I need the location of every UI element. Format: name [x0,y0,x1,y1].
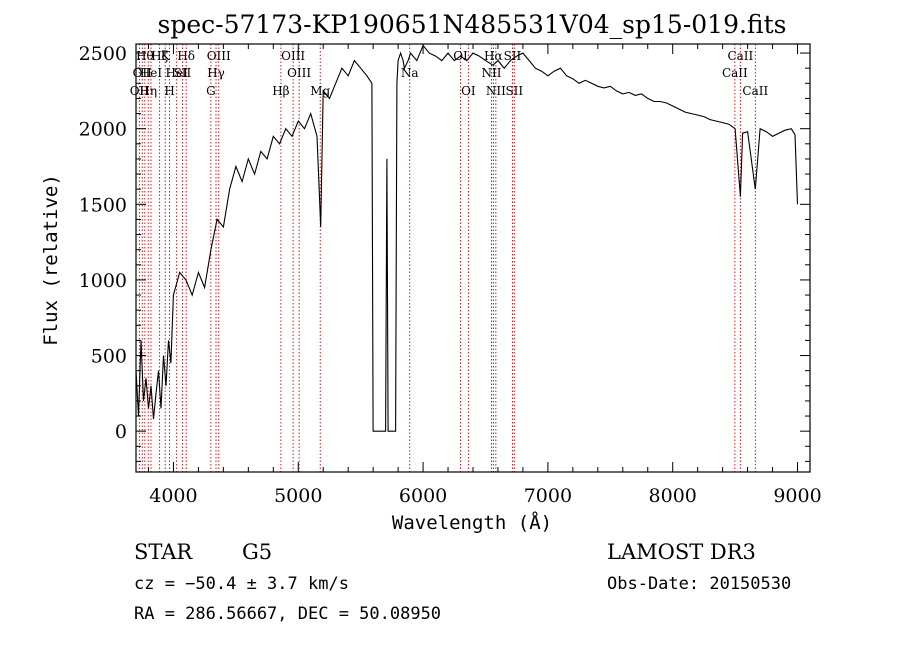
y-tick-label: 500 [91,346,127,368]
line-marker-label: OI [461,84,476,98]
line-marker-label: HeI [166,66,189,80]
emission-line-labels: OIIOIIHθHηHeIHζKHHeISIIHδGHγOIIIHβOIIIOI… [130,49,769,98]
plot-frame [135,43,811,473]
line-marker-label: Hβ [272,84,289,98]
line-marker-label: Hδ [177,49,195,63]
spectrum-line [135,44,799,432]
redshift-readout: cz = −50.4 ± 3.7 km/s [134,574,349,594]
x-tick-label: 9000 [773,485,821,507]
y-tick-label: 0 [115,421,127,443]
line-marker-label: OIII [287,66,311,80]
object-subclass: G5 [242,540,272,564]
emission-line-markers [138,44,756,472]
line-marker-label: CaII [727,49,753,63]
line-marker-label: OIII [281,49,305,63]
axis-ticks: 4000 5000 6000 7000 8000 9000 0 500 1000 1500 2000… [79,43,822,507]
line-marker-label: K [161,49,171,63]
x-tick-label: 4000 [149,485,197,507]
y-tick-label: 2500 [79,43,127,65]
object-class: STAR [134,540,193,564]
line-marker-label: SII [505,84,523,98]
line-marker-label: SII [174,66,192,80]
line-marker-label: Mg [310,84,330,98]
chart-title: spec-57173-KP190651N485531V04_sp15-019.f… [158,10,787,39]
line-marker-label: CaII [742,84,768,98]
line-marker-label: Hη [139,84,157,98]
line-marker-label: SII [504,49,522,63]
x-tick-label: 5000 [274,485,322,507]
line-marker-label: Hα [484,49,503,63]
y-tick-label: 1000 [79,270,127,292]
coordinates-readout: RA = 286.56667, DEC = 50.08950 [134,604,441,624]
line-marker-label: NII [481,66,501,80]
y-tick-label: 2000 [79,119,127,141]
line-marker-label: HeI [140,66,163,80]
line-marker-label: CaII [722,66,748,80]
line-marker-label: NII [486,84,506,98]
line-marker-label: G [206,84,216,98]
line-marker-label: OIII [207,49,231,63]
line-marker-label: OII [133,66,153,80]
y-tick-label: 1500 [79,194,127,216]
x-axis-label: Wavelength (Å) [392,511,552,534]
line-marker-label: Na [401,66,419,80]
x-tick-label: 7000 [524,485,572,507]
line-marker-label: Hθ [136,49,154,63]
observation-date: Obs-Date: 20150530 [607,574,791,594]
y-axis-label: Flux (relative) [40,174,62,346]
line-marker-label: Hζ [151,49,168,63]
line-marker-label: H [164,84,174,98]
x-tick-label: 6000 [399,485,447,507]
x-tick-label: 8000 [649,485,697,507]
line-marker-label: OII [130,84,150,98]
survey-label: LAMOST DR3 [607,540,756,564]
line-marker-label: Hγ [207,66,225,80]
